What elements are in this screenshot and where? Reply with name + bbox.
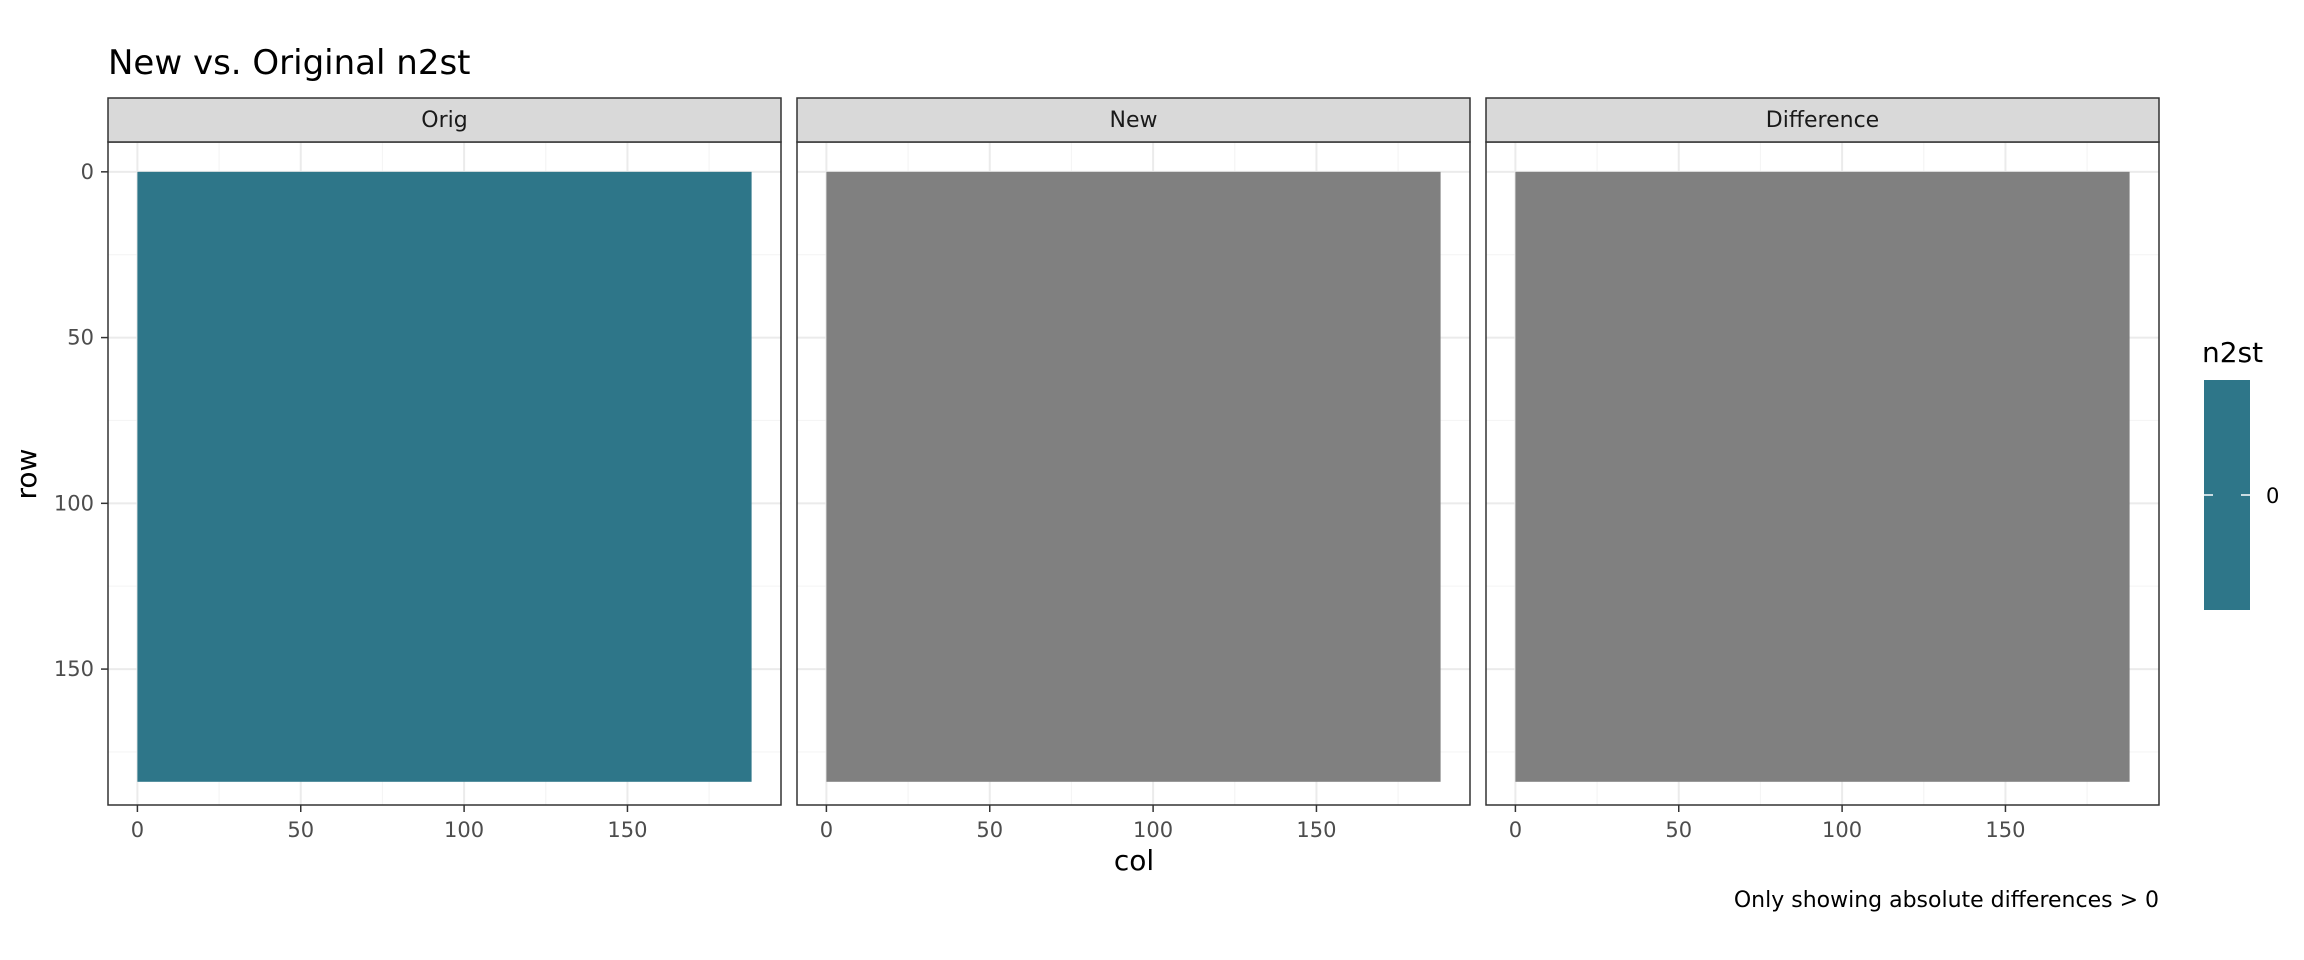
facet-strip (1485, 97, 2160, 143)
heatmap-tile-new (826, 171, 1441, 782)
heatmap-tile-difference (1515, 171, 2130, 782)
facet-strip (796, 97, 1471, 143)
y-tick-label: 50 (67, 326, 94, 350)
facet-strip-label: New (1110, 108, 1158, 133)
y-axis: 0 50 100 150 (54, 160, 108, 681)
x-tick-label: 100 (1133, 818, 1173, 842)
facet-strip (107, 97, 782, 143)
x-tick-label: 50 (287, 818, 314, 842)
facet-strip-label: Difference (1766, 108, 1879, 133)
x-tick-label: 100 (1822, 818, 1862, 842)
chart-title: New vs. Original n2st (108, 43, 471, 83)
x-tick-label: 50 (976, 818, 1003, 842)
y-tick-label: 150 (54, 657, 94, 681)
facet-strip-label: Orig (421, 108, 467, 133)
caption: Only showing absolute differences > 0 (1734, 888, 2159, 913)
y-axis-title: row (10, 449, 43, 500)
x-tick-label: 0 (1509, 818, 1522, 842)
legend-label: 0 (2266, 484, 2279, 508)
facet-panel-orig: Orig 0 50 100 150 (107, 97, 782, 842)
facet-panels: Orig 0 50 100 150 New 0 50 100 150 Difference 0 50 10… (54, 97, 2160, 842)
x-tick-label: 0 (131, 818, 144, 842)
x-tick-label: 100 (444, 818, 484, 842)
facet-panel-difference: Difference 0 50 100 150 (1485, 97, 2160, 842)
x-tick-label: 150 (607, 818, 647, 842)
x-axis-title: col (1114, 844, 1154, 877)
x-tick-label: 150 (1985, 818, 2025, 842)
x-tick-label: 150 (1296, 818, 1336, 842)
y-tick-label: 0 (81, 160, 94, 184)
x-tick-label: 50 (1665, 818, 1692, 842)
facet-panel-new: New 0 50 100 150 (796, 97, 1471, 842)
legend-title: n2st (2202, 336, 2263, 369)
y-tick-label: 100 (54, 491, 94, 515)
x-tick-label: 0 (820, 818, 833, 842)
heatmap-tile-orig (137, 171, 752, 782)
legend: n2st 0 (2202, 336, 2279, 610)
